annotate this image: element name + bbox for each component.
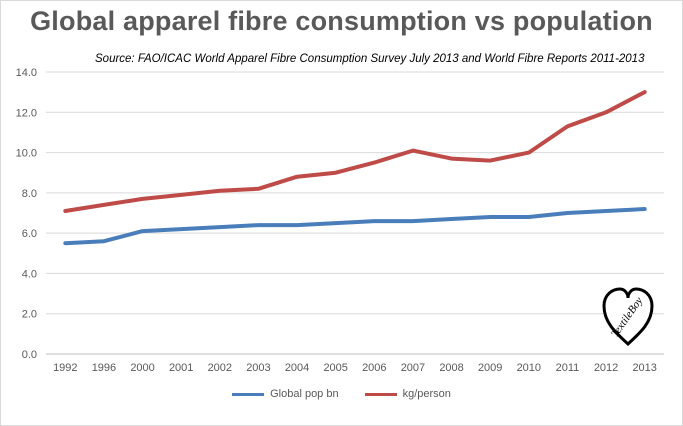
y-tick-label: 8.0 [22, 188, 37, 200]
chart-title: Global apparel fibre consumption vs popu… [30, 6, 653, 36]
y-tick-label: 2.0 [22, 309, 37, 321]
x-tick-label: 2008 [439, 362, 463, 374]
legend-label-kg-person: kg/person [402, 388, 451, 400]
x-tick-label: 2011 [556, 362, 580, 374]
x-tick-label: 2002 [208, 362, 232, 374]
legend-swatch-kg-person [364, 392, 397, 396]
legend-item-global-pop: Global pop bn [232, 388, 339, 400]
series-line-kg-person [63, 90, 647, 213]
x-tick-label: 2006 [362, 362, 386, 374]
y-tick-label: 4.0 [22, 268, 37, 280]
y-tick-label: 14.0 [16, 67, 37, 79]
legend-swatch-global-pop [232, 392, 265, 396]
x-tick-label: 2004 [285, 362, 309, 374]
y-tick-label: 0.0 [22, 349, 37, 361]
x-tick-label: 2000 [130, 362, 154, 374]
chart-subtitle: Source: FAO/ICAC World Apparel Fibre Con… [95, 53, 645, 65]
legend-label-global-pop: Global pop bn [270, 388, 339, 400]
x-tick-label: 2007 [401, 362, 425, 374]
x-tick-label: 2003 [246, 362, 270, 374]
x-tick-label: 2009 [478, 362, 502, 374]
x-tick-label: 2013 [632, 362, 656, 374]
legend: Global pop bn kg/person [0, 388, 683, 400]
x-tick-label: 2005 [323, 362, 347, 374]
x-tick-label: 2012 [594, 362, 618, 374]
y-tick-label: 12.0 [16, 107, 37, 119]
y-tick-label: 6.0 [22, 228, 37, 240]
y-tick-label: 10.0 [16, 148, 37, 160]
x-tick-label: 1996 [92, 362, 116, 374]
heart-logo: TextileBoy [602, 287, 654, 347]
legend-item-kg-person: kg/person [364, 388, 451, 400]
x-tick-label: 1992 [53, 362, 77, 374]
x-tick-label: 2010 [517, 362, 541, 374]
series-line-global-pop [63, 207, 647, 246]
x-tick-label: 2001 [169, 362, 193, 374]
